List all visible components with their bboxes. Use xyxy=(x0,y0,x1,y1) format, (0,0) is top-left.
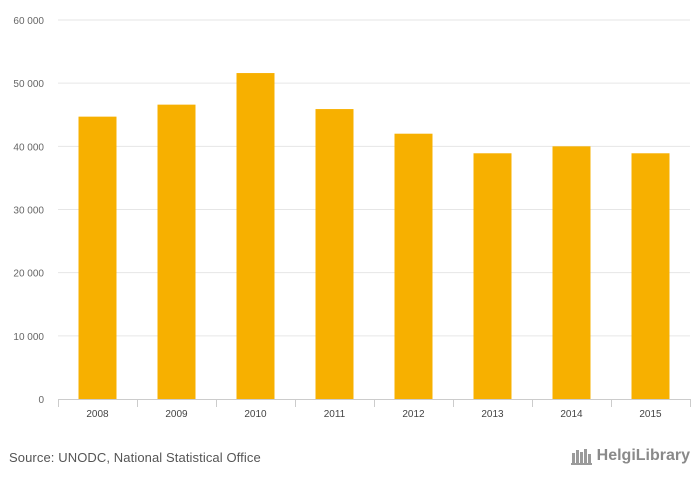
bar-2014[interactable] xyxy=(552,146,591,399)
y-axis-ticks: 0 10 000 20 000 30 000 40 000 50 000 60 000 xyxy=(13,16,44,406)
y-tick-label: 50 000 xyxy=(13,79,44,90)
y-tick-label: 60 000 xyxy=(13,16,44,27)
bar-2010[interactable] xyxy=(236,73,275,399)
x-tick-label: 2014 xyxy=(560,409,583,420)
x-tick-label: 2013 xyxy=(481,409,504,420)
x-tick-label: 2011 xyxy=(324,409,346,420)
x-tick-label: 2010 xyxy=(244,409,267,420)
x-tick-label: 2009 xyxy=(165,409,188,420)
x-axis-ticks: 2008 2009 2010 2011 2012 2013 2014 2015 xyxy=(58,399,691,420)
gridlines xyxy=(58,19,690,400)
bar-2008[interactable] xyxy=(78,116,117,400)
source-note: Source: UNODC, National Statistical Offi… xyxy=(9,450,261,465)
bars xyxy=(78,73,670,400)
x-tick-label: 2008 xyxy=(86,409,109,420)
y-tick-label: 0 xyxy=(38,395,44,406)
x-tick-label: 2012 xyxy=(402,409,425,420)
brand-name: HelgiLibrary xyxy=(596,447,690,464)
y-tick-label: 10 000 xyxy=(13,332,44,343)
bar-2012[interactable] xyxy=(394,133,433,399)
y-tick-label: 20 000 xyxy=(13,269,44,280)
bar-2015[interactable] xyxy=(631,153,670,399)
brand-logo: HelgiLibrary xyxy=(570,447,690,465)
y-tick-label: 40 000 xyxy=(13,142,44,153)
bar-chart: 0 10 000 20 000 30 000 40 000 50 000 60 000 20… xyxy=(13,16,691,420)
bar-2013[interactable] xyxy=(473,153,512,399)
x-tick-label: 2015 xyxy=(639,409,662,420)
bar-2011[interactable] xyxy=(315,109,354,399)
y-tick-label: 30 000 xyxy=(13,206,44,217)
bar-2009[interactable] xyxy=(157,104,196,399)
library-icon xyxy=(570,449,592,465)
